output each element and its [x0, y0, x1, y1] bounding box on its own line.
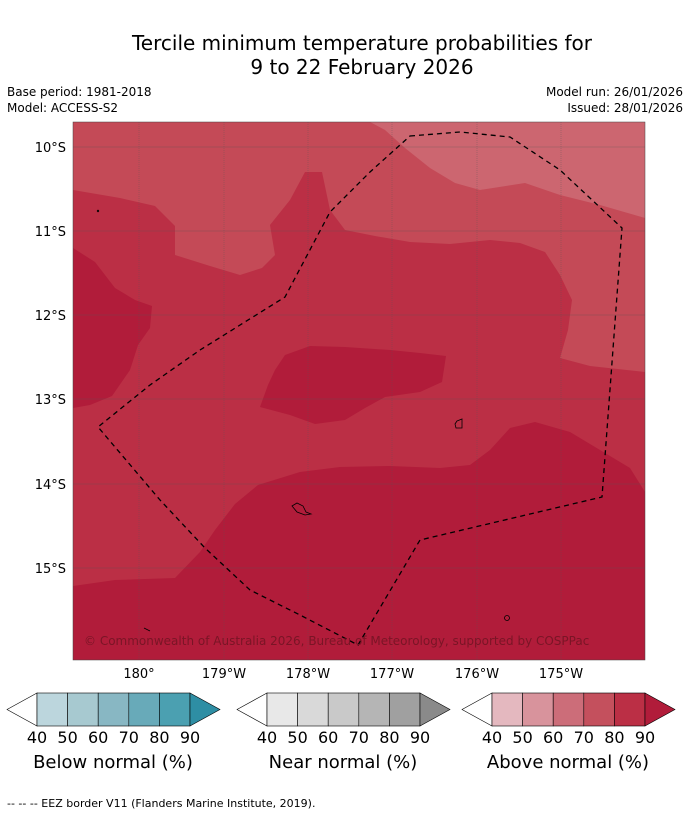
island-1	[454, 418, 463, 429]
legend-below-swatch	[67, 692, 99, 727]
legend-below-tick: 50	[57, 728, 78, 747]
legend-above-swatch	[552, 692, 585, 727]
legend-near-swatch	[266, 692, 298, 727]
eez-border	[97, 131, 623, 646]
legend-below-swatch	[128, 692, 160, 727]
lon-label: 176°W	[455, 667, 499, 682]
lon-label: 179°W	[202, 667, 246, 682]
issued-date: Issued: 28/01/2026	[567, 101, 683, 115]
legend-below	[6, 692, 221, 727]
legend-above-swatch	[522, 692, 554, 727]
legend-below-tick: 80	[149, 728, 170, 747]
map-frame	[72, 121, 646, 661]
legend-near-tick: 60	[318, 728, 339, 747]
islands	[96, 209, 510, 632]
legend-below-tick: 40	[26, 728, 48, 747]
map-area	[73, 122, 645, 660]
legend-above-tick: 70	[573, 728, 594, 747]
legend-near-tick: 90	[409, 728, 431, 747]
legend-above-swatch	[614, 692, 646, 727]
map-title: Tercile minimum temperature probabilitie…	[0, 31, 690, 79]
region-above-60	[370, 122, 645, 218]
legend-below-low-arrow	[6, 692, 38, 727]
lon-label: 180°	[123, 667, 154, 682]
lat-label: 10°S	[35, 141, 66, 156]
legend-above-title: Above normal (%)	[486, 752, 650, 773]
legend-above	[461, 692, 676, 727]
region-above-90-west	[73, 248, 152, 408]
legend-near-swatch	[389, 692, 421, 727]
meta-right: Model run: 26/01/2026 Issued: 28/01/2026	[546, 84, 683, 116]
legend-near-tick: 40	[256, 728, 278, 747]
legend-bars	[6, 692, 676, 727]
legend-above-swatch	[491, 692, 523, 727]
model-run: Model run: 26/01/2026	[545, 85, 683, 99]
legend-below-swatch	[36, 692, 68, 727]
legend-below-title: Below normal (%)	[33, 752, 193, 773]
legend-below-tick: 60	[88, 728, 109, 747]
lon-labels: 180° 179°W 178°W 177°W 176°W 175°W	[123, 667, 583, 682]
lat-label: 12°S	[35, 309, 66, 324]
legend-near-tick: 80	[379, 728, 400, 747]
legend-above-high-arrow	[644, 692, 676, 727]
map-figure: © Commonwealth of Australia 2026, Bureau…	[35, 121, 646, 682]
graticule	[73, 122, 645, 660]
legend-above-low-arrow	[461, 692, 493, 727]
lat-label: 11°S	[35, 225, 66, 240]
footnote: -- -- -- EEZ border V11 (Flanders Marine…	[7, 797, 316, 810]
island-3	[504, 615, 510, 621]
lon-label: 177°W	[370, 667, 414, 682]
legend-near	[236, 692, 451, 727]
island-4	[143, 627, 151, 632]
copyright-text: © Commonwealth of Australia 2026, Bureau…	[84, 634, 589, 648]
legend-near-tick: 50	[287, 728, 308, 747]
lon-label: 178°W	[286, 667, 330, 682]
legend-below-tick: 70	[118, 728, 139, 747]
meta-left: Base period: 1981-2018 Model: ACCESS-S2	[7, 84, 152, 116]
legend-near-swatch	[327, 692, 360, 727]
legend-below-tick: 90	[179, 728, 201, 747]
lat-label: 15°S	[35, 562, 66, 577]
lat-label: 14°S	[35, 478, 66, 493]
region-above-90-central	[260, 346, 446, 424]
legend-above-tick: 90	[634, 728, 656, 747]
lat-labels: 10°S 11°S 12°S 13°S 14°S 15°S	[35, 141, 66, 577]
legend-near-swatch	[297, 692, 329, 727]
legend-above-tick: 80	[604, 728, 625, 747]
legend-near-high-arrow	[419, 692, 451, 727]
legend-near-swatch	[358, 692, 390, 727]
model-name: Model: ACCESS-S2	[7, 101, 119, 115]
legend-near-title: Near normal (%)	[268, 752, 418, 773]
title-line-2: 9 to 22 February 2026	[250, 55, 474, 79]
title-line-1: Tercile minimum temperature probabilitie…	[131, 31, 593, 55]
lat-label: 13°S	[35, 393, 66, 408]
legend-below-swatch	[159, 692, 191, 727]
lon-label: 175°W	[539, 667, 583, 682]
base-period: Base period: 1981-2018	[7, 85, 152, 99]
legend-above-tick: 60	[543, 728, 564, 747]
legend-above-swatch	[583, 692, 615, 727]
legend-near-tick: 70	[348, 728, 369, 747]
island-5	[96, 209, 100, 213]
legend-below-swatch	[97, 692, 130, 727]
legend-below-high-arrow	[189, 692, 221, 727]
island-2	[291, 502, 313, 516]
legend-above-tick: 50	[512, 728, 533, 747]
region-above-90-south	[73, 422, 645, 660]
legend-above-tick: 40	[481, 728, 503, 747]
legend-near-low-arrow	[236, 692, 268, 727]
